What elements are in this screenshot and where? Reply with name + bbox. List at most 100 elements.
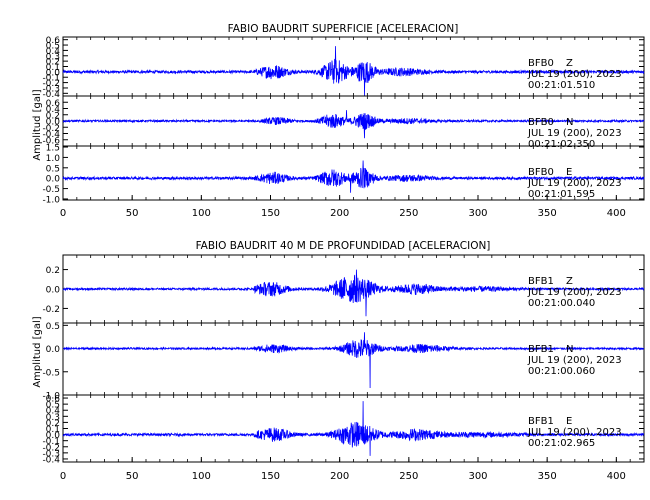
- y-tick-label: -0.3: [42, 84, 60, 94]
- y-tick-label: 0.6: [46, 395, 61, 405]
- waveform-bfb0-n: [62, 110, 645, 139]
- date-label: JUL 19 (200), 2023: [527, 69, 622, 80]
- x-tick-label: 400: [607, 471, 626, 482]
- trace-bfb0-z: 0.60.50.40.30.20.10.0-0.1-0.2-0.3-0.4 BFB…: [42, 36, 645, 100]
- date-label: JUL 19 (200), 2023: [527, 427, 622, 438]
- date-label: JUL 19 (200), 2023: [527, 287, 622, 298]
- waveform-bfb0-e: [62, 160, 645, 193]
- y-tick-label: 0.0: [46, 286, 61, 296]
- y-tick-label: 0.5: [46, 401, 60, 411]
- date-label: JUL 19 (200), 2023: [527, 128, 622, 139]
- component-label: N: [566, 344, 573, 355]
- y-tick-label: 0.1: [46, 63, 60, 73]
- x-tick-label: 350: [538, 208, 557, 219]
- component-label: Z: [566, 58, 573, 69]
- depth-panel: FABIO BAUDRIT 40 M DE PROFUNDIDAD [ACELE…: [32, 240, 645, 482]
- y-tick-label: -0.5: [42, 185, 60, 195]
- time-label: 00:21:00.040: [528, 298, 595, 309]
- time-label: 00:21:00.060: [528, 366, 595, 377]
- component-label: E: [566, 167, 572, 178]
- date-label: JUL 19 (200), 2023: [527, 355, 622, 366]
- time-label: 00:21:02.350: [528, 139, 595, 150]
- x-tick-label: 100: [192, 471, 211, 482]
- y-tick-label: 0.6: [46, 99, 61, 109]
- y-tick-label: 0.0: [46, 68, 61, 78]
- x-tick-label: 100: [192, 208, 211, 219]
- y-tick-label: 0.5: [46, 42, 60, 52]
- y-tick-label: -1.0: [42, 392, 60, 402]
- x-tick-label: 300: [468, 471, 487, 482]
- x-tick-label: 200: [330, 208, 349, 219]
- station-label: BFB1: [528, 344, 554, 355]
- station-label: BFB0: [528, 117, 554, 128]
- y-tick-label: 0.2: [46, 419, 60, 429]
- y-tick-label: 0.2: [46, 58, 60, 68]
- y-tick-label: 0.1: [46, 425, 60, 435]
- y-tick-label: -0.6: [42, 136, 60, 146]
- station-label: BFB0: [528, 167, 554, 178]
- station-label: BFB1: [528, 416, 554, 427]
- x-tick-label: 0: [60, 208, 66, 219]
- y-tick-label: -0.2: [42, 79, 60, 89]
- x-tick-label: 300: [468, 208, 487, 219]
- station-label: BFB0: [528, 58, 554, 69]
- component-label: N: [566, 117, 573, 128]
- y-tick-label: -0.1: [42, 74, 60, 84]
- x-tick-label: 150: [261, 208, 280, 219]
- depth-panel-title: FABIO BAUDRIT 40 M DE PROFUNDIDAD [ACELE…: [196, 240, 491, 252]
- surface-panel: FABIO BAUDRIT SUPERFICIE [ACELERACION] A…: [32, 23, 645, 219]
- surface-panel-ylabel: Amplitud [gal]: [32, 89, 43, 160]
- time-label: 00:21:01.595: [528, 189, 595, 200]
- component-label: Z: [566, 276, 573, 287]
- x-tick-label: 350: [538, 471, 557, 482]
- y-tick-label: 0.2: [46, 266, 60, 276]
- component-label: E: [566, 416, 572, 427]
- y-tick-label: 0.3: [46, 52, 60, 62]
- depth-panel-ylabel: Amplitud [gal]: [32, 316, 43, 387]
- x-tick-label: 250: [399, 208, 418, 219]
- y-tick-label: 0.2: [46, 111, 60, 121]
- trace-bfb1-e: 0.60.50.40.30.20.10.0-0.1-0.2-0.3-0.4 BFB…: [42, 394, 645, 465]
- time-label: 00:21:02.965: [528, 438, 595, 449]
- y-tick-label: 1.5: [46, 144, 60, 154]
- y-tick-label: 0.4: [46, 105, 61, 115]
- y-tick-label: 0.4: [46, 47, 61, 57]
- y-tick-label: -0.5: [42, 368, 60, 378]
- y-tick-label: 0.6: [46, 36, 61, 46]
- y-tick-label: -0.4: [42, 90, 60, 100]
- y-tick-label: -0.3: [42, 449, 60, 459]
- y-tick-label: 1.0: [46, 154, 61, 164]
- waveform-bfb1-e: [62, 401, 645, 456]
- y-tick-label: -1.0: [42, 195, 60, 205]
- y-tick-label: -0.1: [42, 437, 60, 447]
- y-tick-label: 0.5: [46, 164, 60, 174]
- x-tick-label: 250: [399, 471, 418, 482]
- date-label: JUL 19 (200), 2023: [527, 178, 622, 189]
- y-tick-label: 0.0: [46, 431, 61, 441]
- y-tick-label: 0.3: [46, 413, 60, 423]
- y-tick-label: -0.2: [42, 124, 60, 134]
- y-tick-label: 0.0: [46, 345, 61, 355]
- y-tick-label: -0.4: [42, 130, 60, 140]
- x-tick-label: 0: [60, 471, 66, 482]
- station-label: BFB1: [528, 276, 554, 287]
- y-tick-label: -0.4: [42, 455, 60, 465]
- y-tick-label: -0.2: [42, 305, 60, 315]
- y-tick-label: -0.2: [42, 443, 60, 453]
- waveform-bfb1-z: [62, 269, 645, 317]
- x-tick-label: 50: [126, 471, 139, 482]
- surface-panel-title: FABIO BAUDRIT SUPERFICIE [ACELERACION]: [228, 23, 459, 35]
- y-tick-label: 0.0: [46, 118, 61, 128]
- waveform-bfb1-n: [62, 332, 645, 389]
- waveform-bfb0-z: [62, 46, 645, 96]
- y-tick-label: 0.4: [46, 407, 61, 417]
- x-tick-label: 50: [126, 208, 139, 219]
- x-tick-label: 200: [330, 471, 349, 482]
- y-tick-label: 0.5: [46, 322, 60, 332]
- y-tick-label: 0.0: [46, 175, 61, 185]
